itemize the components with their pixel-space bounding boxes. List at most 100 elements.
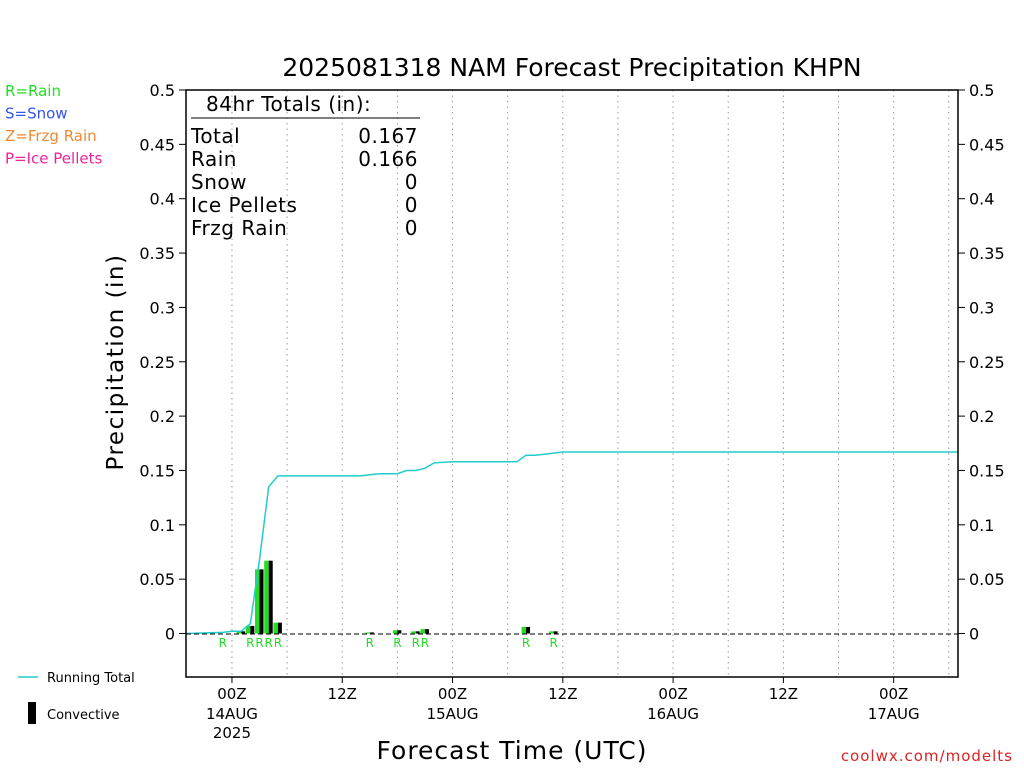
ptype-marker: R <box>522 636 530 650</box>
convective-legend-label: Convective <box>47 708 120 723</box>
precip-bar <box>411 631 416 634</box>
precip-bar <box>255 569 260 634</box>
x-tick-label: 12Z <box>328 685 357 703</box>
convective-bar <box>415 631 420 634</box>
grid-lines <box>231 90 950 677</box>
ptype-marker: R <box>219 636 227 650</box>
convective-bar <box>369 632 374 634</box>
y-tick-label-right: 0.5 <box>969 81 994 100</box>
x-tick-date: 14AUG <box>206 705 258 723</box>
ptype-legend: R=Rain S=Snow Z=Frzg Rain P=Ice Pellets <box>5 82 102 168</box>
y-tick-label-right: 0.35 <box>969 244 1005 263</box>
totals-row-label: Frzg Rain <box>191 216 287 240</box>
convective-bar <box>241 631 246 634</box>
plot-frame <box>185 89 959 678</box>
totals-row-value: 0 <box>405 216 418 240</box>
y-tick-label-right: 0.25 <box>969 353 1005 372</box>
y-tick-label-left: 0.05 <box>139 570 175 589</box>
x-axis-label: Forecast Time (UTC) <box>377 736 648 765</box>
bar-series <box>236 560 558 634</box>
ptype-marker: R <box>255 636 263 650</box>
x-tick-label: 00Z <box>217 685 246 703</box>
ptype-legend-item: P=Ice Pellets <box>5 150 102 168</box>
y-tick-label-left: 0.4 <box>150 190 175 209</box>
x-tick-date: 17AUG <box>868 705 920 723</box>
precip-bar <box>236 631 242 634</box>
precip-bar <box>273 622 278 634</box>
y-tick-label-left: 0.2 <box>150 407 175 426</box>
chart-title: 2025081318 NAM Forecast Precipitation KH… <box>282 53 861 82</box>
ptype-marker: R <box>366 636 374 650</box>
convective-legend-swatch <box>28 702 36 724</box>
running-total-line <box>185 451 958 635</box>
ptype-marker: R <box>549 636 557 650</box>
running-total-legend-label: Running Total <box>47 671 135 686</box>
y-tick-label-left: 0.15 <box>139 461 175 480</box>
ptype-legend-item: R=Rain <box>5 82 61 100</box>
y-axis-label: Precipitation (in) <box>103 254 129 471</box>
convective-bar <box>268 560 273 634</box>
totals-row-label: Snow <box>191 170 247 194</box>
watermark: coolwx.com/modelts <box>841 747 1013 765</box>
y-tick-label-left: 0.45 <box>139 135 175 154</box>
y-tick-label-left: 0.25 <box>139 353 175 372</box>
running-total-series <box>185 451 958 635</box>
ptype-marker: R <box>393 636 401 650</box>
x-tick-label: 00Z <box>438 685 467 703</box>
precip-bar <box>245 625 251 634</box>
y-tick-label-left: 0.5 <box>150 81 175 100</box>
x-tick-date: 16AUG <box>647 705 699 723</box>
ptype-legend-item: S=Snow <box>5 105 68 123</box>
y-tick-label-right: 0.45 <box>969 135 1005 154</box>
totals-row-label: Rain <box>191 147 237 171</box>
y-tick-label-right: 0.4 <box>969 190 994 209</box>
totals-row-value: 0.166 <box>358 147 418 171</box>
precip-bar <box>549 631 554 634</box>
x-tick-label: 00Z <box>658 685 687 703</box>
precip-bar <box>365 632 370 634</box>
ptype-legend-item: Z=Frzg Rain <box>5 127 97 145</box>
ptype-marker: R <box>274 636 282 650</box>
totals-heading: 84hr Totals (in): <box>206 92 371 116</box>
ptype-marker: R <box>246 636 254 650</box>
y-tick-label-right: 0.05 <box>969 570 1005 589</box>
x-tick-label: 12Z <box>548 685 577 703</box>
totals-row-label: Total <box>190 124 240 148</box>
precip-bar <box>392 630 398 634</box>
totals-row-value: 0 <box>405 170 418 194</box>
convective-bar <box>397 630 402 634</box>
x-tick-year: 2025 <box>213 724 251 742</box>
y-tick-label-left: 0.3 <box>150 298 175 317</box>
totals-row-value: 0 <box>405 193 418 217</box>
y-tick-label-right: 0 <box>969 625 979 644</box>
y-axis-left: 0 0.05 0.1 0.15 0.2 0.25 0.3 0.35 0.4 0.45 0.5 <box>139 81 186 644</box>
y-tick-label-right: 0.2 <box>969 407 994 426</box>
ptype-marker: R <box>421 636 429 650</box>
convective-bar <box>424 629 429 634</box>
convective-bar <box>526 626 531 634</box>
precip-bar <box>420 629 425 634</box>
totals-box: 84hr Totals (in): Total 0.167 Rain 0.166 Sno… <box>190 92 420 240</box>
x-tick-date: 15AUG <box>427 705 479 723</box>
y-tick-label-left: 0.1 <box>150 516 175 535</box>
precip-bar <box>264 560 269 634</box>
convective-bar <box>250 625 255 634</box>
y-axis-right: 0 0.05 0.1 0.15 0.2 0.25 0.3 0.35 0.4 0.45 0.5 <box>958 81 1005 644</box>
y-tick-label-right: 0.1 <box>969 516 994 535</box>
bottom-legend: Running Total Convective <box>18 671 135 724</box>
precip-bar <box>521 626 527 634</box>
totals-row-label: Ice Pellets <box>191 193 297 217</box>
x-tick-label: 12Z <box>769 685 798 703</box>
y-tick-label-right: 0.15 <box>969 461 1005 480</box>
y-tick-label-left: 0.35 <box>139 244 175 263</box>
totals-row-value: 0.167 <box>358 124 418 148</box>
convective-bar <box>277 622 282 634</box>
convective-bar <box>553 631 558 634</box>
y-tick-label-left: 0 <box>165 625 175 644</box>
x-tick-label: 00Z <box>879 685 908 703</box>
ptype-marker: R <box>265 636 273 650</box>
y-tick-label-right: 0.3 <box>969 298 994 317</box>
